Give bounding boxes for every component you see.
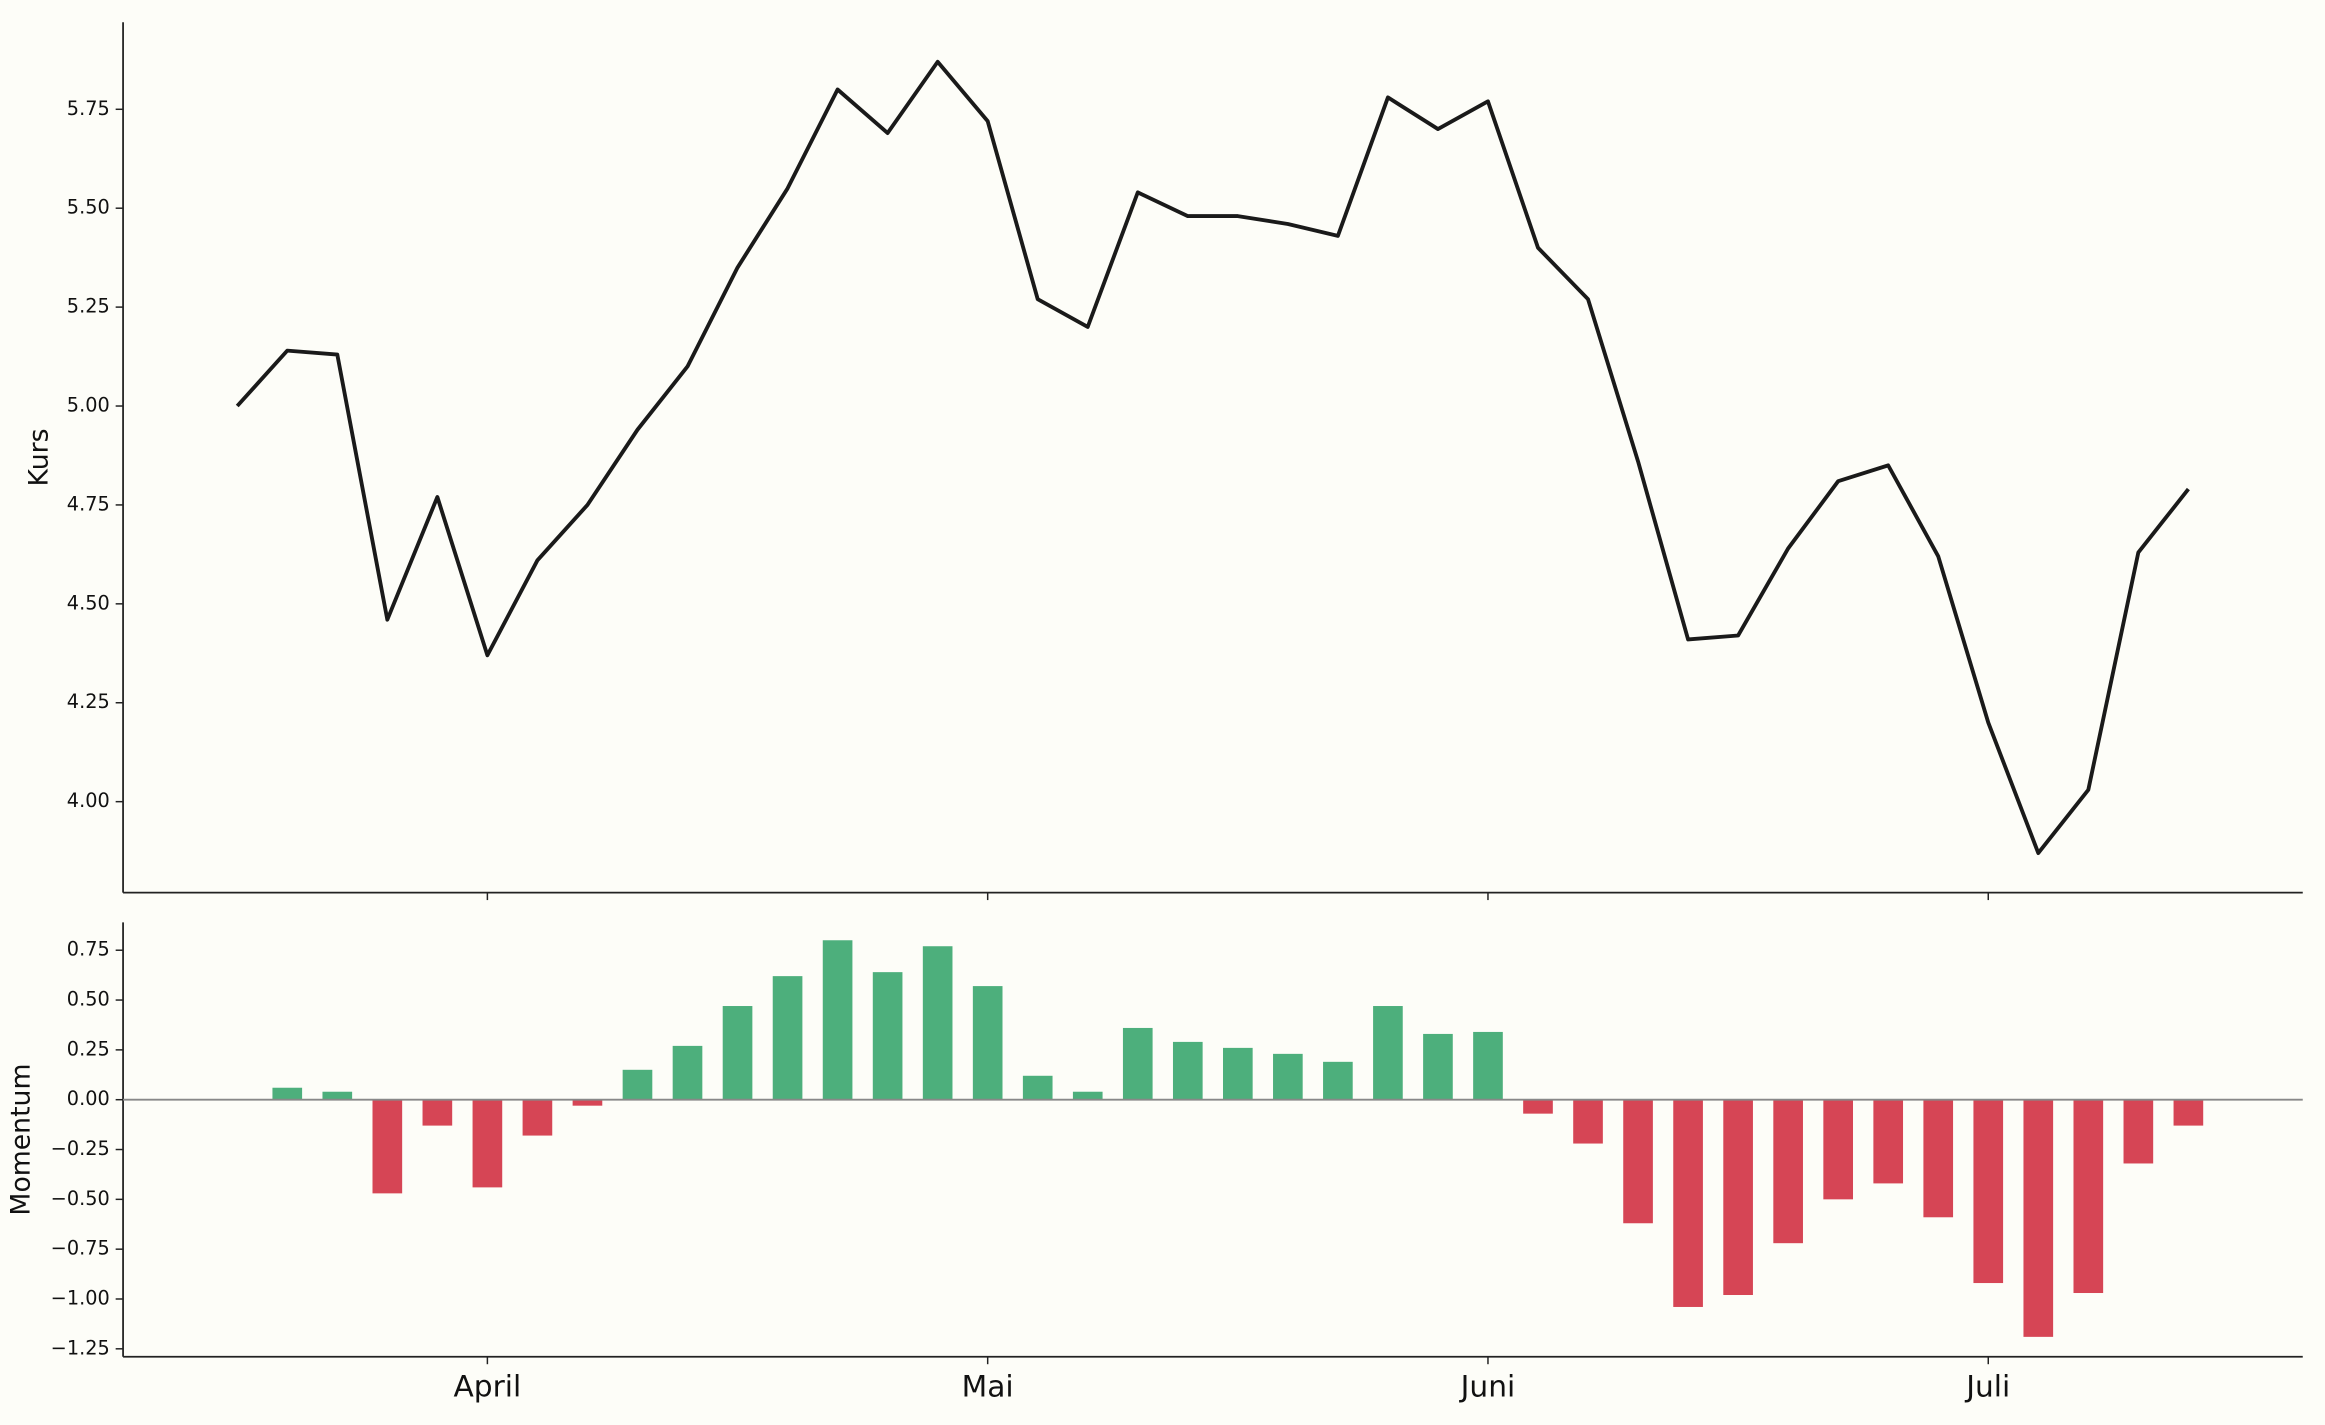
momentum-bar: [472, 1099, 503, 1188]
y-tick-label: 0.25: [67, 1037, 110, 1060]
y-tick-label: −0.50: [51, 1187, 110, 1210]
momentum-bar: [2173, 1099, 2204, 1126]
momentum-bar: [1473, 1031, 1503, 1100]
momentum-bar: [1923, 1099, 1954, 1218]
momentum-bar: [922, 946, 953, 1100]
momentum-bar: [1373, 1006, 1403, 1100]
momentum-bar: [622, 1069, 653, 1100]
y-tick-label: 5.00: [67, 394, 110, 417]
momentum-bar: [572, 1099, 603, 1106]
y-tick-label: −0.75: [51, 1237, 110, 1260]
y-tick-label: 5.50: [67, 196, 110, 219]
momentum-bar: [1873, 1099, 1904, 1184]
momentum-bar: [1072, 1091, 1103, 1100]
momentum-bar: [372, 1099, 403, 1194]
y-tick-label: −1.00: [51, 1286, 110, 1309]
y-tick-label: 5.25: [67, 295, 110, 318]
momentum-bar: [322, 1091, 353, 1100]
momentum-bar: [1323, 1061, 1353, 1100]
x-tick-label: Juli: [1964, 1368, 2010, 1403]
momentum-bar: [1573, 1099, 1603, 1144]
y-tick-label: 4.50: [67, 591, 110, 614]
momentum-bar: [1623, 1099, 1653, 1224]
momentum-bar: [2023, 1099, 2054, 1337]
momentum-bar: [722, 1006, 753, 1100]
momentum-bar: [1022, 1075, 1053, 1100]
x-tick-label: April: [454, 1368, 522, 1403]
momentum-bar: [272, 1087, 303, 1100]
y-axis-label: Momentum: [6, 1064, 37, 1216]
y-tick-label: 5.75: [67, 97, 110, 120]
momentum-bar: [672, 1045, 703, 1100]
y-tick-label: −1.25: [51, 1336, 110, 1359]
momentum-bar: [422, 1099, 453, 1126]
momentum-bar: [1273, 1053, 1303, 1100]
y-tick-label: 0.50: [67, 988, 110, 1011]
y-axis-label: Kurs: [24, 428, 55, 486]
momentum-bar: [1423, 1033, 1453, 1100]
x-tick-label: Juni: [1459, 1368, 1516, 1403]
momentum-bar: [522, 1099, 553, 1136]
momentum-bar: [1222, 1047, 1253, 1100]
momentum-bar: [972, 986, 1003, 1100]
momentum-bar: [2073, 1099, 2104, 1294]
momentum-bar: [2123, 1099, 2154, 1164]
y-tick-label: 4.00: [67, 789, 110, 812]
x-tick-label: Mai: [962, 1368, 1014, 1403]
price-line: [235, 59, 2190, 856]
momentum-bar: [1172, 1041, 1203, 1100]
momentum-bar: [1823, 1099, 1854, 1200]
y-tick-label: 4.75: [67, 492, 110, 515]
momentum-bar: [872, 972, 903, 1100]
y-tick-label: −0.25: [51, 1137, 110, 1160]
momentum-bar: [1723, 1099, 1753, 1296]
y-tick-label: 4.25: [67, 690, 110, 713]
momentum-bar: [1122, 1027, 1153, 1100]
momentum-bar: [822, 940, 853, 1100]
momentum-bar: [1673, 1099, 1703, 1307]
momentum-bar: [1773, 1099, 1803, 1244]
y-tick-label: 0.00: [67, 1087, 110, 1110]
momentum-bar: [1973, 1099, 2004, 1284]
momentum-bar: [1523, 1099, 1553, 1114]
y-tick-label: 0.75: [67, 938, 110, 961]
momentum-bar: [772, 976, 803, 1100]
